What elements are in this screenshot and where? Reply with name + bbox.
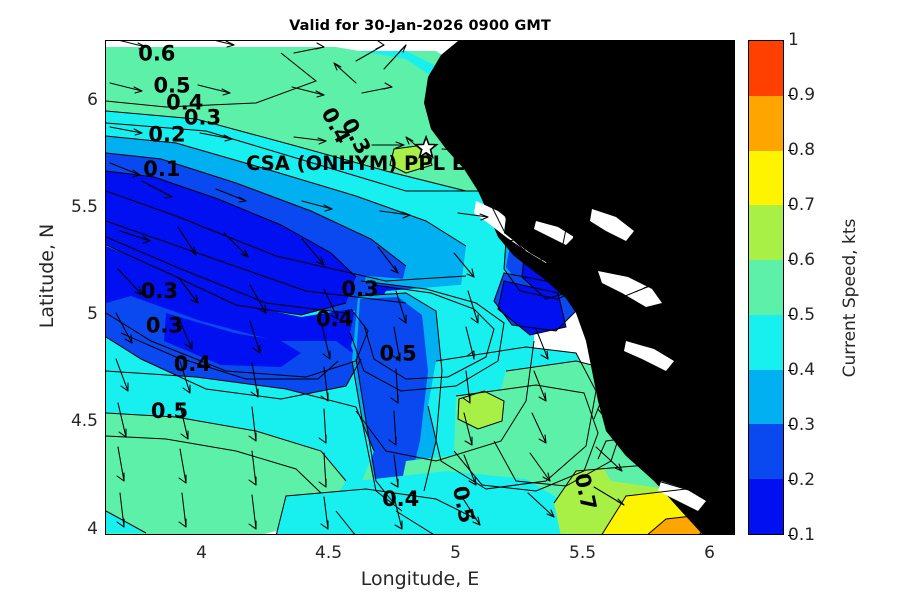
y-tick-label: 6 <box>87 90 98 110</box>
colorbar-tick-mark <box>788 150 794 152</box>
x-axis-title: Longitude, E <box>360 568 480 590</box>
colorbar-tick-label: 0.1 <box>788 525 816 545</box>
contour-label: 0.2 <box>148 123 185 147</box>
colorbar-band <box>749 205 783 261</box>
contour-label: 0.5 <box>153 73 190 97</box>
site-label: CSA (ONHYM) PPL E <box>246 152 465 175</box>
colorbar-tick-label: 0.3 <box>788 415 816 435</box>
contour-label: 0.1 <box>143 157 180 181</box>
current-vector-arrows <box>109 41 731 530</box>
contour-label: 0.5 <box>151 399 188 423</box>
colorbar-tick-label: 0.4 <box>788 360 816 380</box>
colorbar-tick-mark <box>788 315 794 317</box>
contour-label: 0.5 <box>380 341 417 365</box>
contour-label: 0.4 <box>166 91 203 115</box>
contour-label: 0.3 <box>341 277 378 301</box>
y-tick-label: 4 <box>87 518 98 539</box>
colorbar-tick-label: 0.5 <box>788 305 816 325</box>
colorbar-band <box>749 314 783 370</box>
colorbar[interactable] <box>748 40 784 535</box>
star-marker[interactable] <box>413 134 439 159</box>
colorbar-tick-label: 0.2 <box>788 470 816 490</box>
contour-label: 0.4 <box>316 307 353 331</box>
contour-label: 0.3 <box>146 313 183 337</box>
contour-lines <box>106 52 734 534</box>
colorbar-ticks: 1 0.9 0.8 0.7 0.6 0.5 0.4 0.3 0.2 0.1 <box>788 30 834 545</box>
y-tick-label: 4.5 <box>70 411 98 432</box>
contour-label: 0.3 <box>141 279 178 303</box>
page-title: Valid for 30-Jan-2026 0900 GMT <box>289 18 551 34</box>
colorbar-band <box>749 150 783 206</box>
colorbar-band <box>749 260 783 315</box>
contour-label: 0.6 <box>138 41 175 65</box>
colorbar-tick-mark <box>788 480 794 482</box>
colorbar-title: Current Speed, kts <box>840 218 860 378</box>
y-axis-title: Latitude, N <box>36 223 58 329</box>
colorbar-tick-label: 0.6 <box>788 250 816 270</box>
colorbar-tick-label: 0.8 <box>788 140 816 160</box>
current-speed-contour-map: 0.60.50.40.30.20.10.40.30.30.30.40.50.30… <box>106 41 734 534</box>
colorbar-band <box>749 95 783 151</box>
y-axis-ticks: 4 4.5 5 5.5 6 <box>50 40 98 539</box>
contour-label: 0.3 <box>184 106 221 130</box>
colorbar-tick-mark <box>788 370 794 372</box>
colorbar-band <box>749 369 783 425</box>
colorbar-tick-label: 1 <box>788 30 799 50</box>
colorbar-band <box>749 424 783 480</box>
x-tick-label: 4.5 <box>315 543 343 563</box>
contour-label: 0.4 <box>174 352 211 376</box>
contour-labels: 0.60.50.40.30.20.10.40.30.30.30.40.50.30… <box>138 41 601 525</box>
colorbar-tick-label: 0.7 <box>788 195 816 215</box>
colorbar-tick-label: 0.9 <box>788 85 816 105</box>
colorbar-band <box>749 41 783 96</box>
map-plot-area[interactable]: 0.6 0.5 0.4 0.3 0.2 0.1 0.4 0.3 0.3 0.3 0.4 0.5 0.3 0… <box>105 40 735 535</box>
contour-label: 0.4 <box>382 487 419 511</box>
colorbar-tick-mark <box>788 95 794 97</box>
x-tick-label: 5 <box>450 543 461 563</box>
x-tick-label: 6 <box>704 543 715 563</box>
x-axis-ticks: 4 4.5 5 5.5 6 <box>105 539 735 569</box>
y-tick-label: 5 <box>87 304 98 325</box>
colorbar-tick-mark <box>788 425 794 427</box>
colorbar-tick-mark <box>788 205 794 207</box>
colorbar-tick-mark <box>788 260 794 262</box>
y-tick-label: 5.5 <box>70 197 98 218</box>
x-tick-label: 5.5 <box>569 543 597 563</box>
x-tick-label: 4 <box>196 543 207 563</box>
colorbar-band <box>749 479 783 534</box>
colorbar-tick-mark <box>788 535 794 537</box>
